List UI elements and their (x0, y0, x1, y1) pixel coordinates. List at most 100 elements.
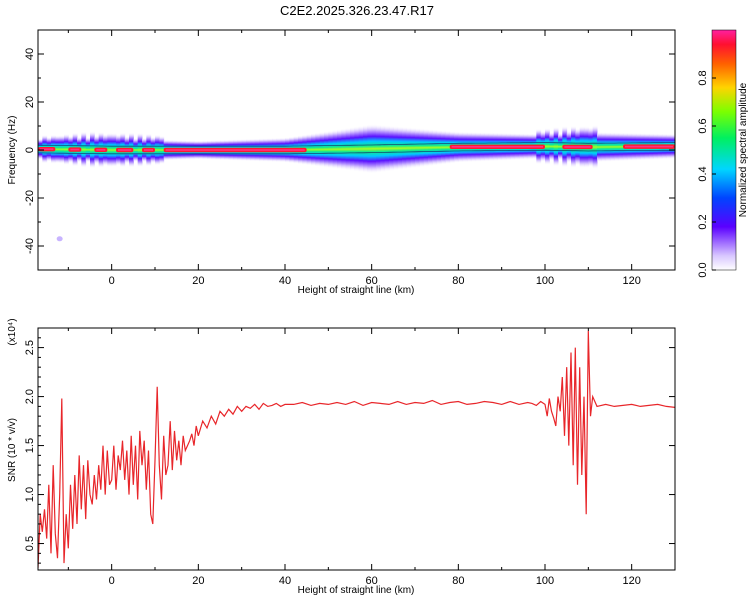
spectrogram-y-tick-label: -40 (24, 238, 36, 254)
snr-x-tick-label: 60 (366, 575, 378, 587)
spectrogram-y-ticks: -40 -20 0 20 40 (24, 29, 675, 271)
spectrogram-column (337, 128, 342, 170)
spectrogram-column (432, 129, 438, 166)
snr-x-tick-label: 20 (192, 575, 204, 587)
spectrogram-column (107, 132, 113, 168)
spectrogram-column (592, 125, 598, 170)
spectrogram-peak-core (165, 149, 305, 151)
snr-panel: 0 20 40 60 80 100 120 0.5 1.0 1.5 2.0 2.5 Height o… (7, 318, 676, 596)
colorbar: 0.0 0.2 0.4 0.6 0.8 Normalized spectral ampl… (697, 29, 749, 278)
spectrogram-column (59, 135, 65, 164)
spectrogram-column (111, 132, 117, 168)
spectrogram-outlier-point (56, 236, 63, 242)
spectrogram-column (90, 131, 95, 169)
spectrogram-column (133, 137, 139, 163)
spectrogram-column (328, 130, 334, 169)
spectrogram-column (324, 131, 329, 168)
snr-series-line (38, 330, 675, 569)
spectrogram-column (358, 125, 364, 173)
colorbar-tick-label: 0.4 (697, 166, 709, 181)
spectrogram-x-tick-label: 100 (536, 275, 554, 287)
spectrogram-column (376, 124, 381, 173)
spectrogram-column (397, 126, 403, 171)
spectrogram-x-tick-label: 20 (192, 275, 204, 287)
spectrogram-peak-core (625, 145, 673, 148)
snr-y-tick-label: 0.5 (24, 536, 36, 551)
spectrogram-column (419, 128, 425, 168)
snr-x-tick-label: 100 (536, 575, 554, 587)
colorbar-tick-label: 0.8 (697, 70, 709, 85)
spectrogram-peak-core (118, 149, 132, 151)
spectrogram-x-tick-label: 60 (366, 275, 378, 287)
spectrogram-y-tick-label: -20 (24, 190, 36, 206)
spectrogram-column (319, 131, 325, 168)
spectrogram-column (428, 129, 433, 167)
spectrogram-column (549, 132, 555, 161)
spectrogram-column (402, 126, 407, 170)
spectrogram-x-tick-label: 0 (109, 275, 115, 287)
spectrogram-y-tick-label: 40 (24, 48, 36, 60)
spectrogram-column (415, 127, 420, 168)
spectrogram-peak-core (70, 148, 80, 151)
spectrogram-column (64, 133, 69, 166)
snr-y-tick-label: 2.0 (24, 389, 36, 404)
snr-x-tick-label: 120 (622, 575, 640, 587)
spectrogram-column (614, 132, 620, 162)
spectrogram-band-edge-upper (38, 142, 675, 147)
spectrogram-column (367, 124, 373, 174)
spectrogram-y-tick-label: 20 (24, 96, 36, 108)
spectrogram-column (597, 131, 602, 163)
spectrogram-column (389, 125, 394, 172)
colorbar-gradient (711, 29, 737, 271)
spectrogram-column (406, 127, 412, 170)
spectrogram-column (601, 131, 607, 163)
spectrogram-column (341, 128, 347, 171)
spectrogram-column (436, 129, 442, 166)
snr-y-tick-label: 1.0 (24, 487, 36, 502)
spectrogram-column (423, 128, 429, 167)
spectrogram-column (350, 126, 355, 172)
colorbar-tick-label: 0.6 (697, 118, 709, 133)
spectrogram-column (85, 136, 91, 163)
snr-x-ticks: 0 20 40 60 80 100 120 (67, 328, 676, 587)
spectrogram-column (605, 132, 611, 162)
spectrogram-column (311, 133, 316, 167)
colorbar-ticks: 0.0 0.2 0.4 0.6 0.8 (697, 70, 716, 278)
spectrogram-column (159, 135, 165, 165)
snr-x-label: Height of straight line (km) (298, 585, 415, 596)
spectrogram-column (315, 132, 321, 167)
spectrogram-y-label: Frequency (Hz) (7, 116, 18, 185)
spectrogram-x-ticks: 0 20 40 60 80 100 120 (67, 30, 676, 287)
spectrogram-column (558, 132, 563, 161)
spectrogram-column (55, 135, 61, 164)
spectrogram-column (363, 124, 368, 173)
snr-frame (37, 327, 676, 571)
spectrogram-column (618, 132, 624, 162)
snr-x-tick-label: 40 (279, 575, 291, 587)
spectrogram-column (81, 131, 87, 168)
spectrogram-column (553, 126, 559, 167)
colorbar-tick-label: 0.2 (697, 214, 709, 229)
colorbar-label: Normalized spectral amplitude (738, 82, 749, 217)
spectrogram-column (371, 124, 377, 174)
spectrogram-column (441, 130, 446, 165)
spectrogram-peak-core (451, 145, 543, 148)
spectrogram-column (610, 132, 615, 162)
chart-title: C2E2.2025.326.23.47.R17 (280, 3, 434, 18)
spectrogram-column (380, 124, 386, 173)
spectrogram-column (354, 126, 360, 172)
snr-y-tick-label: 1.5 (24, 438, 36, 453)
spectrogram-column (545, 127, 550, 165)
spectrogram-column (332, 129, 338, 169)
spectrogram-column (137, 132, 143, 168)
snr-x-tick-label: 0 (109, 575, 115, 587)
spectrogram-column (393, 125, 399, 171)
snr-y-ticks: 0.5 1.0 1.5 2.0 2.5 (24, 337, 675, 564)
spectrogram-column (155, 134, 160, 166)
spectrogram-peak-core (144, 149, 153, 151)
spectrogram-x-label: Height of straight line (km) (298, 285, 415, 296)
snr-y-tick-label: 2.5 (24, 340, 36, 355)
spectrogram-column (410, 127, 416, 169)
spectrogram-y-tick-label: 0 (24, 147, 36, 153)
